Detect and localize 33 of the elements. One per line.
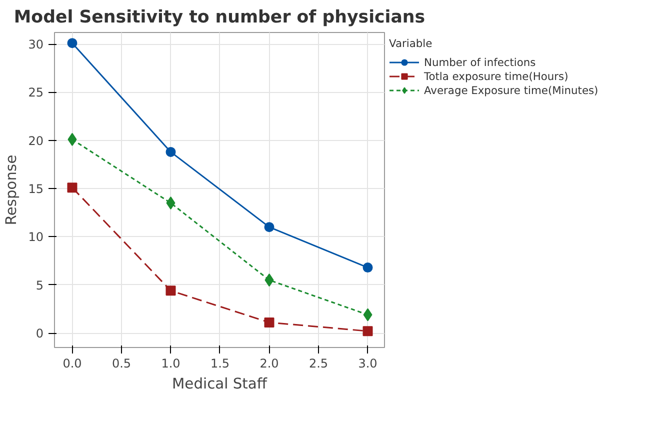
point — [166, 286, 176, 296]
point — [363, 308, 372, 322]
x-tick-label: 2.0 — [260, 356, 279, 370]
point — [166, 196, 176, 210]
point — [264, 317, 274, 328]
point — [166, 146, 176, 157]
x-tick-label: 3.0 — [358, 356, 378, 370]
legend-title: Variable — [389, 37, 434, 50]
chart-title: Model Sensitivity to number of physicians — [14, 8, 426, 28]
point — [264, 274, 274, 287]
legend-label: Number of infections — [424, 55, 536, 69]
y-axis-title: Response — [3, 154, 20, 226]
point — [67, 182, 78, 193]
y-tick-label: 25 — [28, 86, 44, 100]
point — [362, 326, 373, 336]
x-axis-title: Medical Staff — [172, 376, 268, 392]
x-tick-label: 0.0 — [62, 356, 82, 370]
legend-label: Totla exposure time(Hours) — [424, 69, 568, 83]
y-tick-label: 30 — [28, 38, 44, 52]
point — [264, 222, 274, 232]
y-tick-label: 10 — [28, 230, 44, 244]
point — [68, 132, 77, 146]
x-tick-label: 0.5 — [112, 356, 132, 370]
point — [362, 262, 373, 273]
x-tick-label: 2.5 — [308, 356, 328, 370]
x-tick-label: 1.0 — [161, 356, 180, 370]
legend-label: Average Exposure time(Minutes) — [424, 83, 598, 97]
y-tick-label: 0 — [36, 326, 44, 341]
y-tick-label: 5 — [36, 278, 44, 292]
x-tick-label: 1.5 — [210, 356, 230, 370]
y-tick-label: 20 — [28, 134, 44, 148]
point — [67, 38, 78, 48]
y-tick-label: 15 — [28, 182, 44, 196]
